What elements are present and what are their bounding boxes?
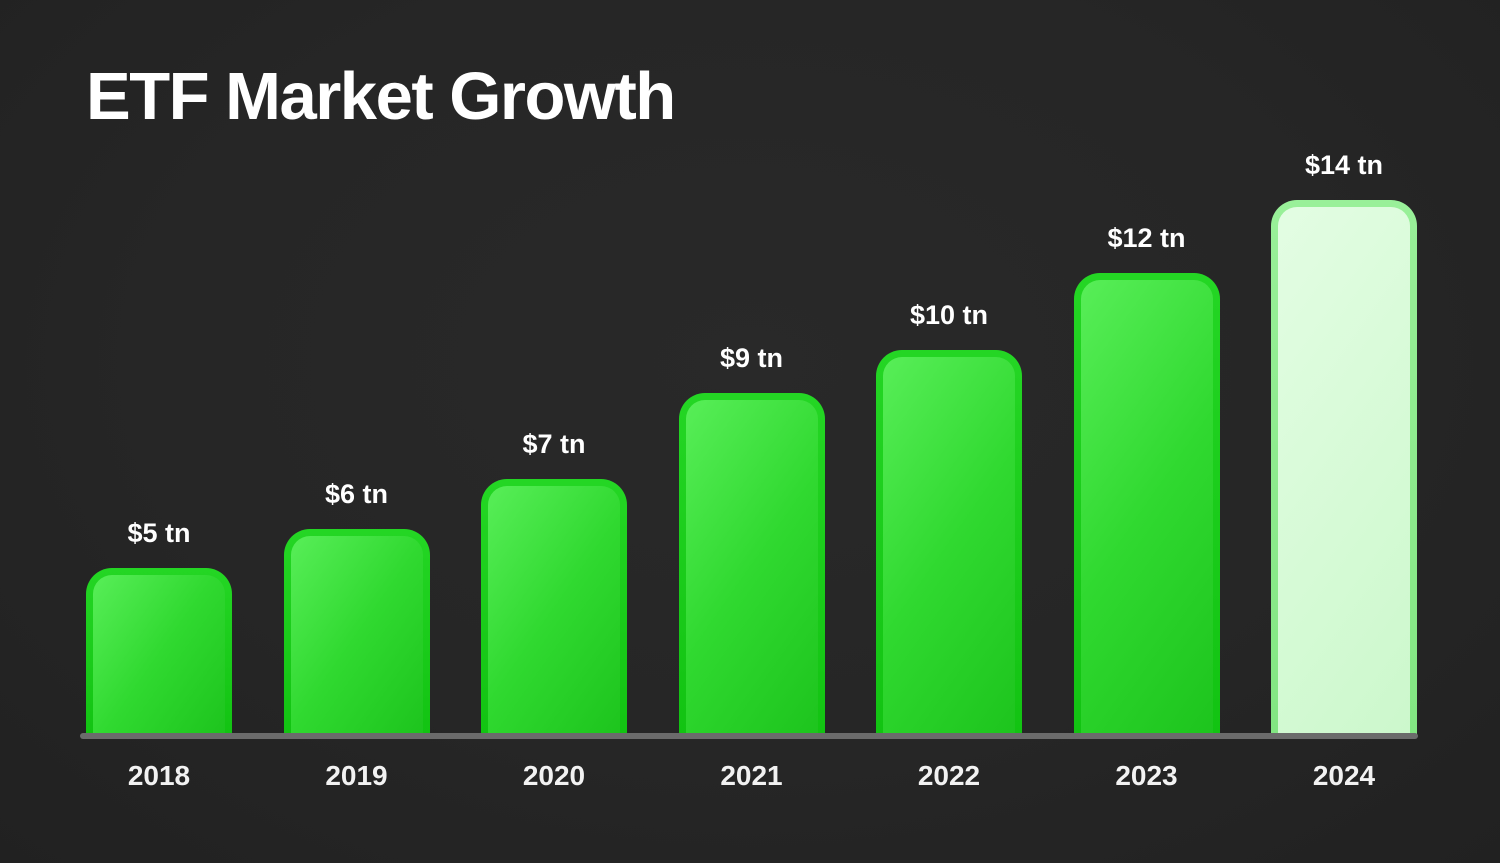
bar-column: $6 tn 2019 xyxy=(283,0,430,863)
x-axis-line xyxy=(80,733,1418,739)
year-label: 2021 xyxy=(720,760,783,791)
bar-fill xyxy=(685,400,818,736)
bar-fill xyxy=(488,486,620,736)
bar-column: $14 tn 2024 xyxy=(1271,0,1417,863)
bar-fill xyxy=(1278,207,1410,736)
bar-value-label: $10 tn xyxy=(909,300,989,330)
bar xyxy=(1271,200,1417,736)
year-zone: 2020 xyxy=(481,736,627,863)
year-zone: 2024 xyxy=(1271,736,1417,863)
bar-column: $9 tn 2021 xyxy=(678,0,825,863)
chart-title: ETF Market Growth xyxy=(86,59,676,134)
bar xyxy=(876,350,1022,736)
bar xyxy=(283,529,430,736)
year-zone: 2018 xyxy=(86,736,232,863)
year-label: 2020 xyxy=(522,760,586,791)
bar-fill xyxy=(93,575,225,736)
year-zone: 2023 xyxy=(1074,736,1220,863)
bar-column: $7 tn 2020 xyxy=(481,0,627,863)
bar xyxy=(481,479,627,736)
year-zone: 2022 xyxy=(876,736,1022,863)
bar-column: $5 tn 2018 xyxy=(86,0,232,863)
bar-value-label: $12 tn xyxy=(1107,223,1186,253)
bar xyxy=(678,393,825,736)
bar-column: $10 tn 2022 xyxy=(876,0,1022,863)
year-zone: 2021 xyxy=(679,736,825,863)
bar-value-label: $9 tn xyxy=(719,343,784,373)
bar xyxy=(1073,273,1220,736)
bar-value-label: $6 tn xyxy=(324,479,389,509)
year-label: 2018 xyxy=(127,760,191,791)
bar-fill xyxy=(883,357,1015,736)
year-zone: 2019 xyxy=(284,736,430,863)
bar-value-label: $14 tn xyxy=(1304,150,1384,180)
year-label: 2022 xyxy=(917,760,981,791)
bar-columns: $5 tn 2018 $6 tn 2019 $7 tn 2020 $9 tn 2 xyxy=(86,0,1417,863)
year-label: 2023 xyxy=(1115,760,1178,791)
year-label: 2019 xyxy=(325,760,388,791)
bar-value-label: $5 tn xyxy=(127,518,191,548)
bar-value-label: $7 tn xyxy=(522,429,586,459)
year-label: 2024 xyxy=(1312,760,1376,791)
bar xyxy=(86,568,232,736)
bar-fill xyxy=(290,536,423,736)
bar-column: $12 tn 2023 xyxy=(1073,0,1220,863)
bar-fill xyxy=(1080,280,1213,736)
